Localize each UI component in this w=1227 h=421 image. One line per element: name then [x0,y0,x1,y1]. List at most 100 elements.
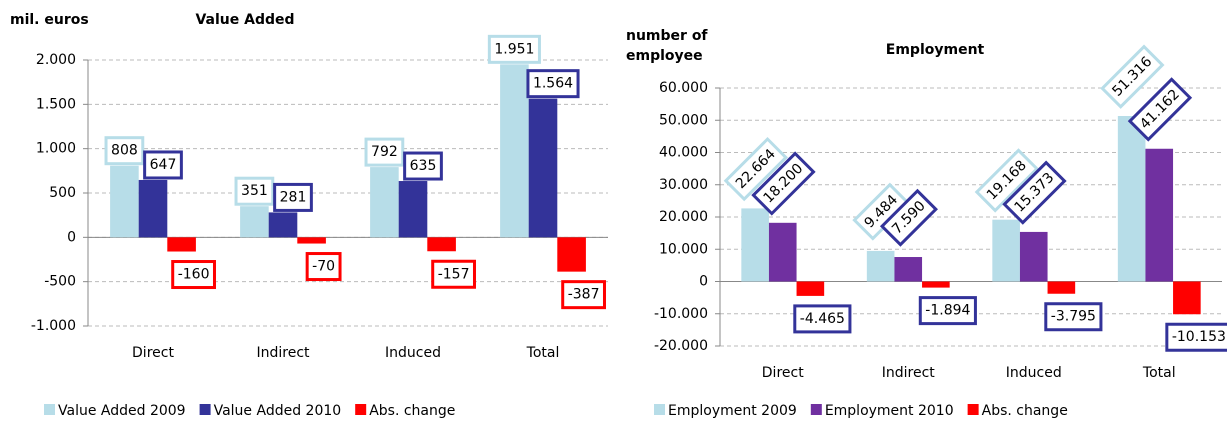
x-tick-label: Induced [1006,365,1062,381]
value-label-text: -160 [178,267,210,283]
value-label: -160 [171,260,216,290]
y-axis-label: mil. euros [10,12,89,28]
y-tick-label: -1.000 [31,318,76,334]
value-label: 647 [143,150,183,180]
label-box [1165,322,1227,352]
bar [268,212,298,238]
y-tick-label: 60.000 [659,80,708,96]
x-tick-label: Total [526,345,560,361]
y-tick-label: 500 [49,185,76,201]
legend-label: Abs. change [982,403,1068,419]
y-tick-label: 1.000 [36,141,76,157]
y-axis-label: number of employee [626,28,708,64]
y-tick-label: 50.000 [659,112,708,128]
bar [922,281,950,288]
value-label-text: -3.795 [1051,309,1096,325]
chart-title: Employment [886,42,985,58]
bar [167,237,196,252]
label-box [431,259,476,289]
label-box [1127,77,1193,142]
label-box [1100,44,1165,109]
label-box [364,137,405,167]
legend-label: Employment 2010 [825,403,954,419]
bar [110,165,139,238]
y-tick-label: 0 [699,274,708,290]
bar [500,64,529,238]
y-tick-label: -20.000 [654,338,708,354]
x-tick-label: Total [1142,365,1176,381]
x-tick-label: Direct [132,345,174,361]
label-box [1002,160,1067,225]
value-label: 1.951 [487,34,541,64]
label-box [879,188,938,247]
value-label: -4.465 [793,304,852,334]
label-box [974,148,1040,213]
label-box [793,304,852,334]
value-label: 808 [104,136,145,166]
y-tick-label: 1.500 [36,96,76,112]
value-label-text: 1.951 [494,41,534,57]
bar [768,222,797,282]
value-label-text: 1.564 [533,76,573,92]
label-box [526,69,580,99]
label-box [403,151,443,181]
y-tick-label: -10.000 [654,306,708,322]
bar [1117,116,1146,282]
y-tick-label: 40.000 [659,145,708,161]
bar [741,208,769,282]
label-box [561,280,606,310]
label-box [273,182,313,212]
label-box [918,296,977,326]
bar [427,237,456,252]
label-box [143,150,183,180]
value-label-text: 351 [241,183,268,199]
y-tick-label: 10.000 [659,241,708,257]
bar [1145,148,1174,282]
bar [528,98,558,238]
value-label: 1.564 [526,69,580,99]
y-tick-label: 30.000 [659,177,708,193]
label-box [487,34,541,64]
label-box [751,151,816,216]
legend-swatch [654,404,665,415]
bar [1019,231,1048,282]
legend-label: Value Added 2009 [58,403,186,419]
bar [992,219,1020,282]
bar [297,237,326,244]
legend-label: Employment 2009 [668,403,797,419]
legend-swatch [44,404,55,415]
value-label-text: 808 [111,143,138,159]
value-label-text: -10.153 [1172,329,1226,345]
y-tick-label: 2.000 [36,52,76,68]
value-label-text: 281 [280,189,307,205]
y-tick-label: -500 [44,274,76,290]
value-label: -387 [561,280,606,310]
label-box [171,260,216,290]
bar [138,179,168,238]
value-label-text: -1.894 [925,303,970,319]
label-box [234,176,275,206]
bar [370,167,399,238]
legend-swatch [199,404,211,415]
value-label: 281 [273,182,313,212]
bar [1047,281,1076,294]
value-label: -70 [305,252,342,282]
x-tick-label: Direct [762,365,804,381]
value-label-text: -70 [312,259,335,275]
value-label: 18.200 [751,151,816,216]
label-box [104,136,145,166]
legend-swatch [967,404,979,415]
value-label: 635 [403,151,443,181]
value-label-text: 635 [410,158,437,174]
legend-swatch [355,404,367,415]
y-tick-label: 0 [67,229,76,245]
bar [796,281,825,296]
value-label-text: 792 [371,144,398,160]
value-label-text: 647 [150,157,177,173]
legend-label: Value Added 2010 [214,403,342,419]
bar [240,206,269,238]
x-tick-label: Indirect [882,365,936,381]
label-box [305,252,342,282]
bar [894,257,923,282]
